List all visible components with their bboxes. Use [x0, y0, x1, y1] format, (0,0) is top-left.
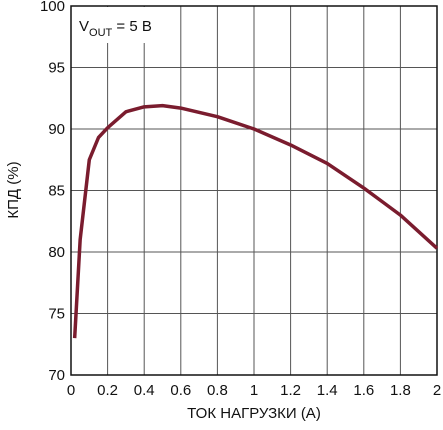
x-tick-label: 1.6: [353, 382, 374, 399]
x-axis-label: ТОК НАГРУЗКИ (А): [187, 405, 321, 422]
data-line: [72, 103, 439, 339]
y-tick-label: 85: [48, 183, 65, 200]
y-axis-label: КПД (%): [5, 161, 22, 218]
x-tick-label: 1.4: [317, 382, 338, 399]
x-tick-label: 0.2: [97, 382, 118, 399]
y-tick-label: 95: [48, 60, 65, 77]
annotation-part: = 5 В: [112, 18, 152, 35]
annotation-part: OUT: [89, 27, 113, 39]
x-tick-label: 0.8: [207, 382, 228, 399]
x-tick-label: 1.8: [390, 382, 411, 399]
x-tick-label: 1.2: [280, 382, 301, 399]
x-tick-label: 1: [250, 382, 258, 399]
annotation-part: V: [79, 18, 89, 35]
annotation: VOUT = 5 В: [79, 18, 152, 39]
y-tick-label: 70: [48, 367, 65, 384]
annotation-box: [72, 7, 164, 43]
x-tick-label: 0.6: [170, 382, 191, 399]
y-tick-label: 90: [48, 121, 65, 138]
y-tick-label: 80: [48, 244, 65, 261]
plot-frame: [70, 5, 438, 376]
x-tick-label: 0: [67, 382, 75, 399]
y-tick-label: 100: [40, 0, 65, 15]
x-tick-label: 0.4: [134, 382, 155, 399]
y-tick-label: 75: [48, 306, 65, 323]
x-tick-label: 2: [433, 382, 441, 399]
